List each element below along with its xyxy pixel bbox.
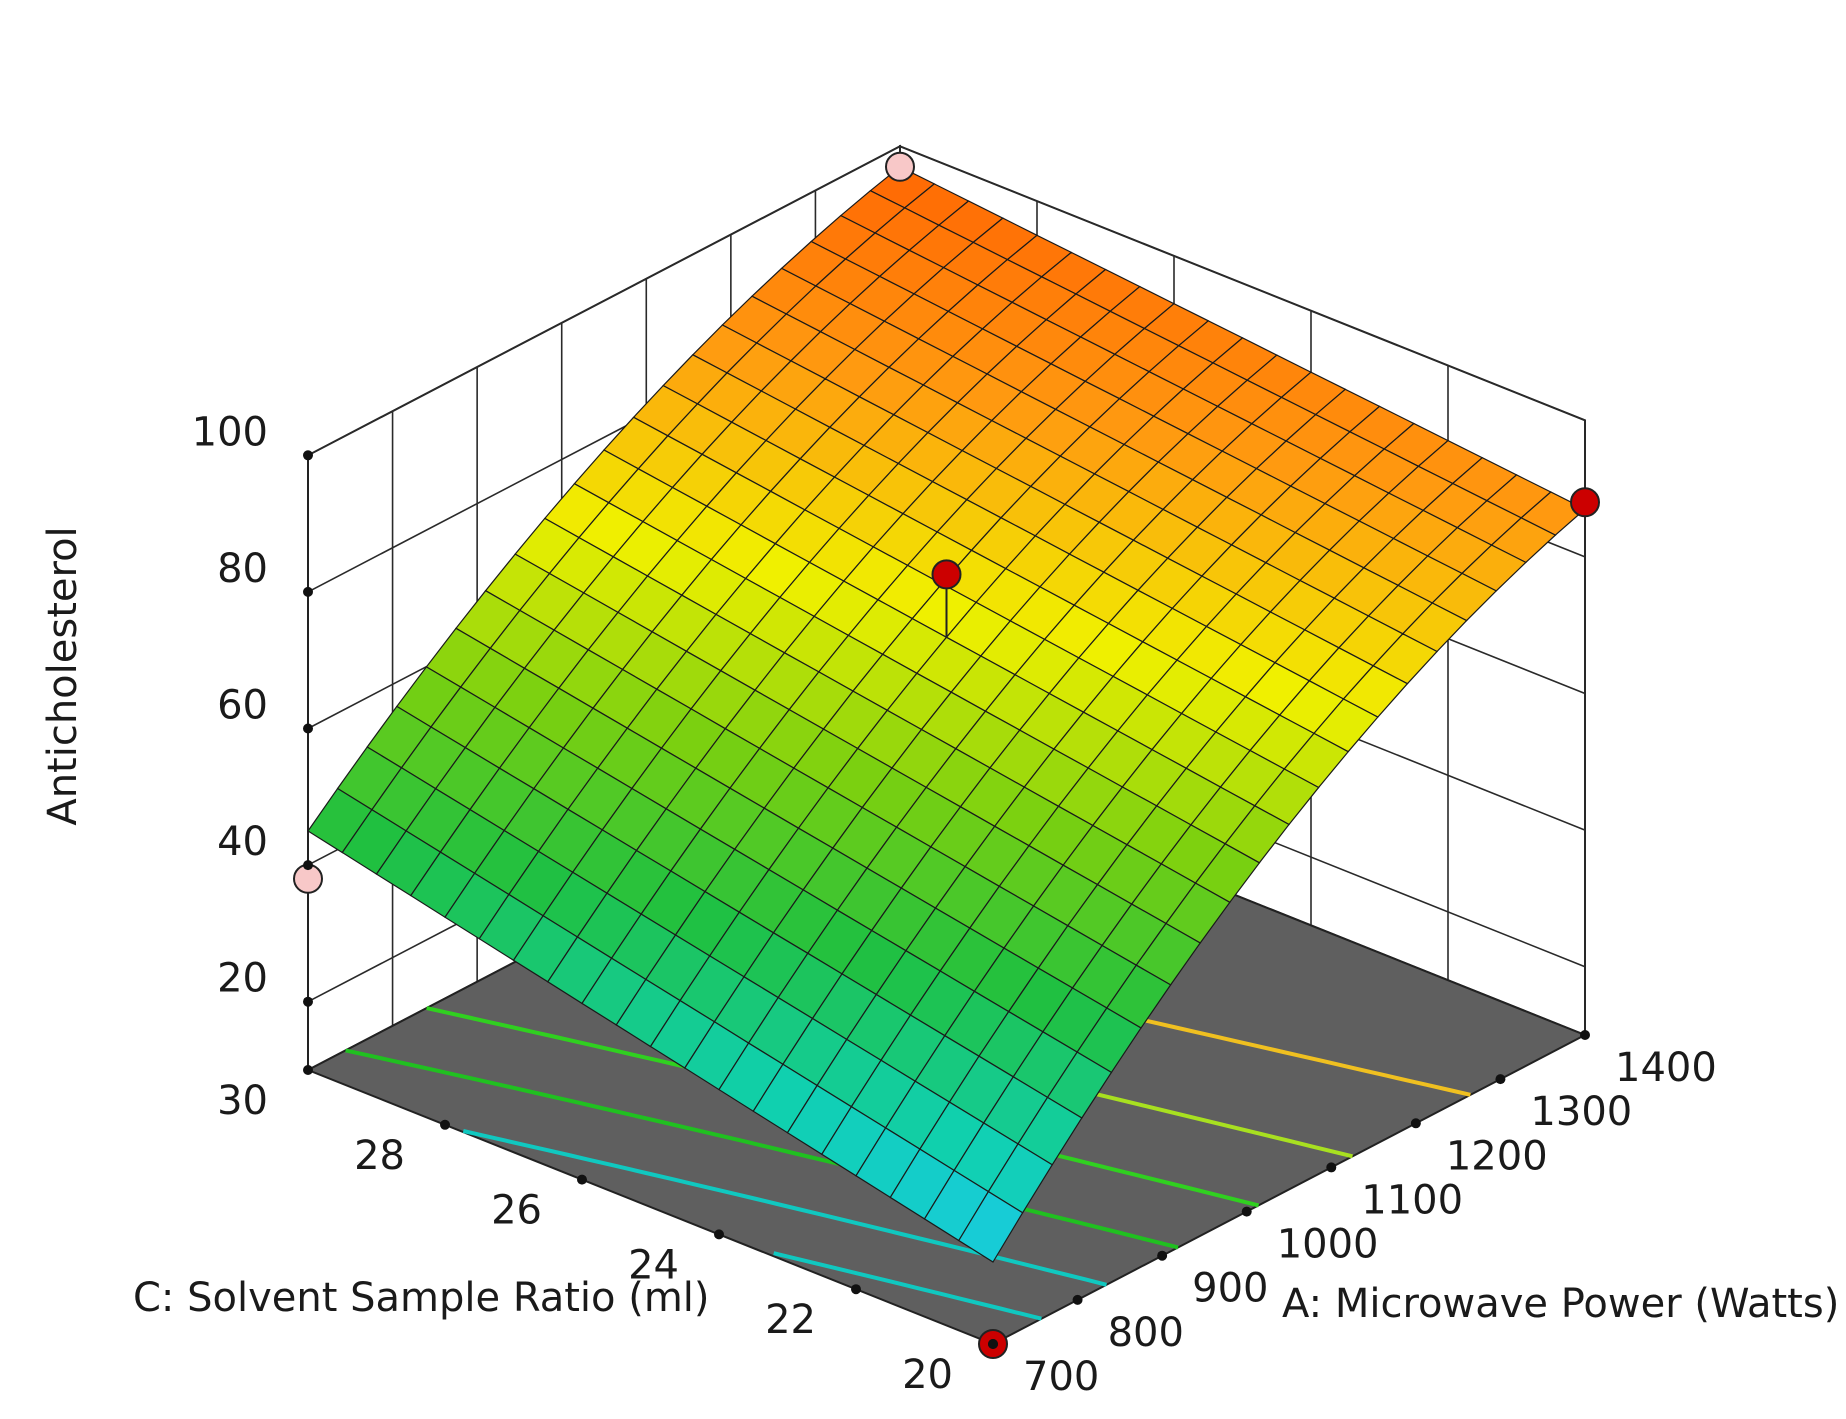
x-tick-label: 700 <box>1023 1354 1099 1400</box>
z-tick-dot <box>303 723 313 734</box>
y-tick-dot <box>303 1065 313 1075</box>
design-point <box>1570 487 1600 518</box>
x-axis-title: A: Microwave Power (Watts) <box>1282 1281 1839 1327</box>
design-point <box>885 151 915 182</box>
design-point <box>931 559 962 590</box>
y-tick-label: 20 <box>902 1352 953 1398</box>
x-tick-dot <box>1326 1162 1337 1173</box>
y-tick-label: 22 <box>765 1297 816 1343</box>
z-tick-dot <box>303 450 313 461</box>
x-tick-label: 1100 <box>1361 1177 1463 1223</box>
x-tick-dot <box>1241 1206 1252 1217</box>
z-tick-label: 60 <box>217 683 268 729</box>
x-tick-dot <box>1580 1030 1590 1040</box>
y-tick-dot <box>988 1339 998 1349</box>
surface-cell <box>957 1190 1024 1263</box>
y-tick-label: 26 <box>491 1188 542 1234</box>
x-tick-dot <box>1410 1118 1421 1129</box>
contour-line <box>345 1048 1179 1250</box>
z-tick-label: 100 <box>192 409 268 455</box>
x-tick-label: 1300 <box>1530 1089 1632 1135</box>
z-tick-label: 80 <box>217 546 268 592</box>
axis-labels: Anticholesterol A: Microwave Power (Watt… <box>40 526 1839 1327</box>
y-tick-label: 24 <box>628 1242 679 1288</box>
z-axis-title: Anticholesterol <box>40 526 86 825</box>
x-tick-label: 1000 <box>1277 1222 1379 1268</box>
contour-line <box>462 1129 1107 1287</box>
y-tick-dot <box>714 1229 724 1240</box>
y-tick-dot <box>577 1174 587 1185</box>
y-tick-dot <box>851 1284 861 1295</box>
x-tick-label: 800 <box>1108 1310 1184 1356</box>
response-surface <box>307 166 1587 1263</box>
axis-ticks: 20 40 60 80 100 70080090010001100120013001400… <box>192 409 1717 1400</box>
y-tick-label: 30 <box>217 1078 268 1124</box>
x-tick-dot <box>1072 1294 1083 1305</box>
z-tick-dot <box>303 860 313 871</box>
x-tick-label: 900 <box>1192 1266 1268 1312</box>
z-tick-label: 40 <box>217 819 268 865</box>
design-points <box>293 151 1600 1359</box>
z-tick-dot <box>303 996 313 1007</box>
z-tick-dot <box>303 586 313 597</box>
x-tick-dot <box>1495 1074 1506 1085</box>
contour-line <box>773 1251 1042 1321</box>
y-tick-label: 28 <box>354 1133 405 1179</box>
x-tick-dot <box>1157 1250 1168 1261</box>
z-tick-label: 20 <box>217 956 268 1002</box>
y-axis-title: C: Solvent Sample Ratio (ml) <box>133 1275 710 1321</box>
y-tick-dot <box>440 1119 450 1130</box>
x-tick-label: 1200 <box>1446 1133 1548 1179</box>
x-tick-label: 1400 <box>1615 1045 1717 1091</box>
